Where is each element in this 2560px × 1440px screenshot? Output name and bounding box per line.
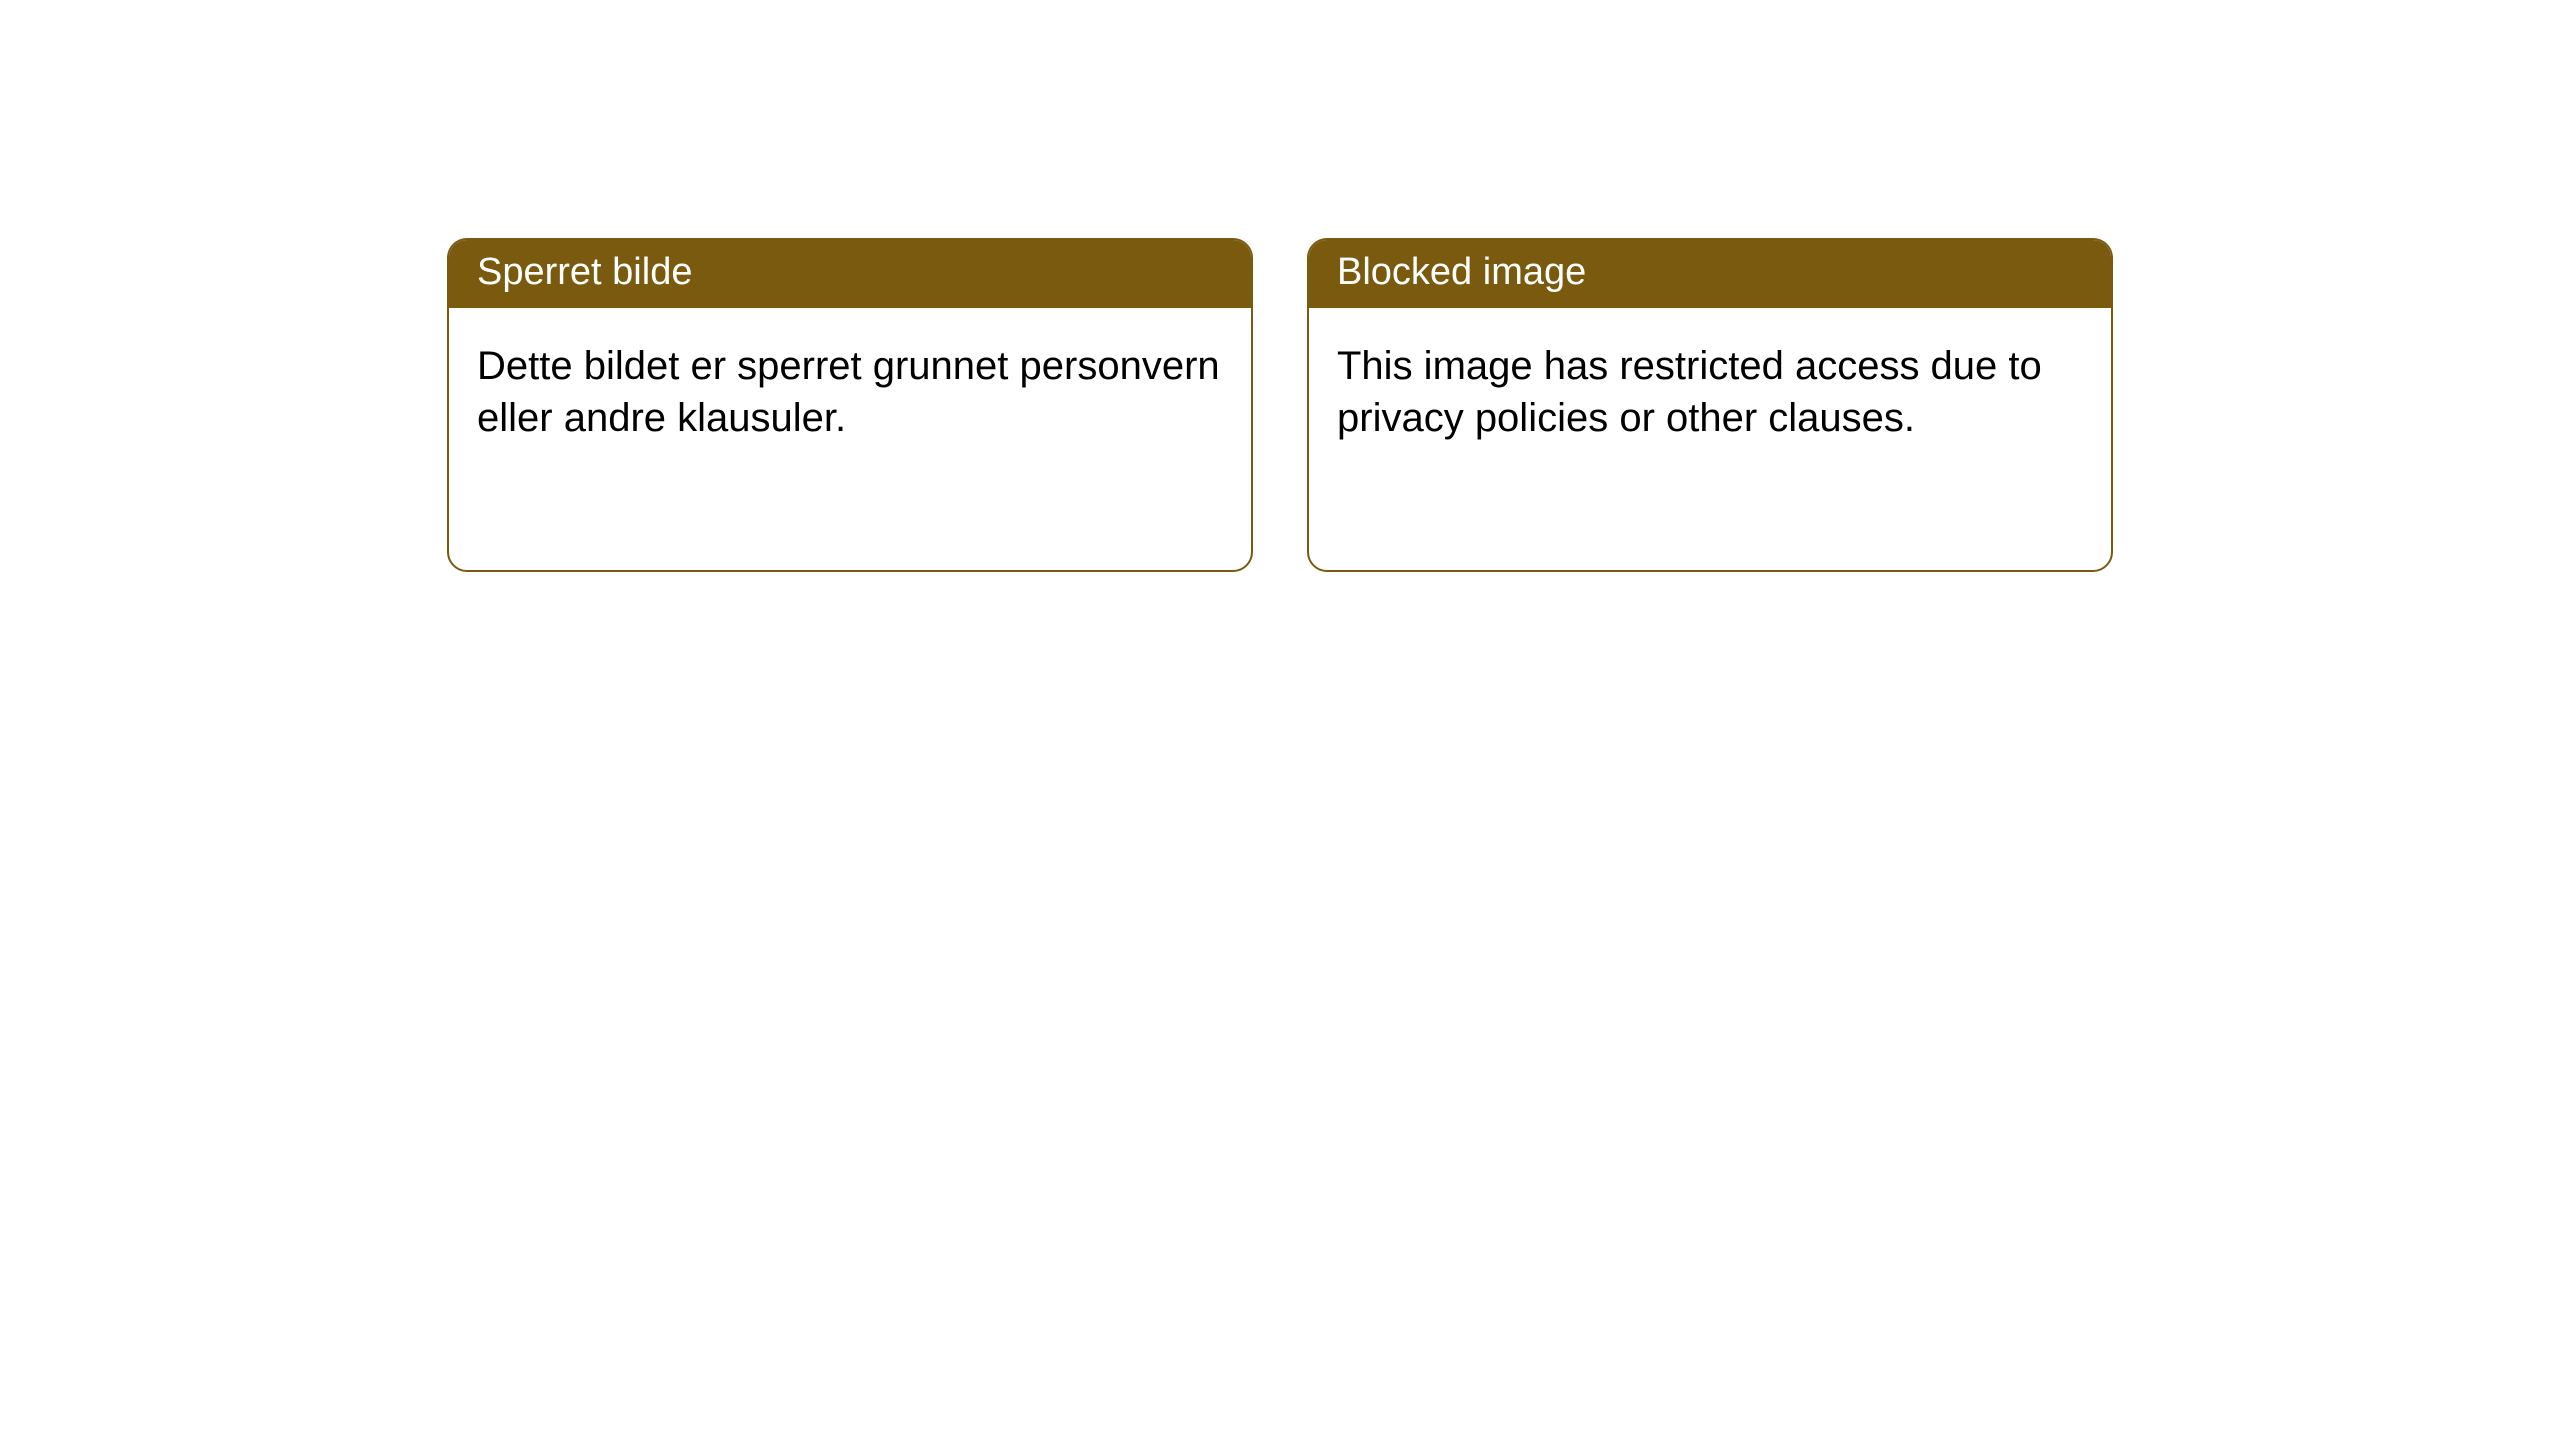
notice-card-norwegian: Sperret bilde Dette bildet er sperret gr…	[447, 238, 1253, 572]
notice-body: Dette bildet er sperret grunnet personve…	[449, 308, 1251, 476]
notice-header: Blocked image	[1309, 240, 2111, 308]
notice-header: Sperret bilde	[449, 240, 1251, 308]
notice-container: Sperret bilde Dette bildet er sperret gr…	[0, 0, 2560, 572]
notice-body: This image has restricted access due to …	[1309, 308, 2111, 476]
notice-card-english: Blocked image This image has restricted …	[1307, 238, 2113, 572]
